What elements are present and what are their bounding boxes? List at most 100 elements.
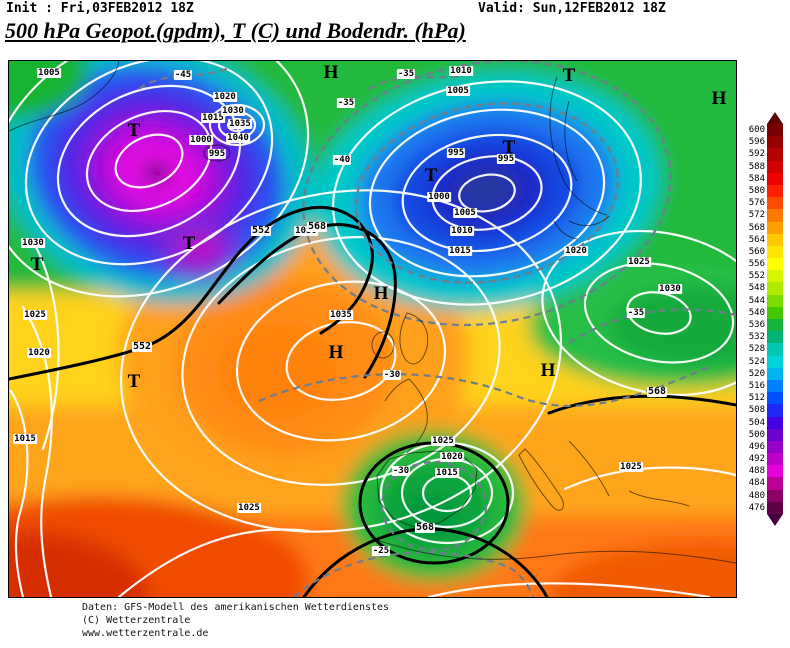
colorbar-entry: 536 (736, 319, 788, 332)
footer-copyright: (C) Wetterzentrale (82, 615, 191, 626)
map-label-layer: 1005 1020 1015 1000 995 1030 1035 1040 1030 1025 1… (9, 61, 736, 597)
colorbar-entry: 480 (736, 489, 788, 502)
colorbar-entry: 532 (736, 331, 788, 344)
colorbar-scale: 600 596 592 588 584 580 576 572 568 564 560 556 552 5… (736, 124, 788, 514)
pressure-label: 1000 (427, 192, 451, 202)
pressure-label: 1025 (237, 503, 261, 513)
center-letter: T (502, 137, 516, 158)
pressure-label: 1015 (435, 468, 459, 478)
center-letter: T (182, 233, 196, 254)
pressure-label: 1025 (619, 462, 643, 472)
pressure-label: 1020 (564, 246, 588, 256)
pressure-label: 1030 (21, 238, 45, 248)
center-letter: H (540, 360, 556, 381)
coastlines (9, 61, 736, 564)
height-label: 568 (306, 221, 328, 232)
pressure-label: 1015 (448, 246, 472, 256)
pressure-label: 1035 (228, 119, 252, 129)
init-time-label: Init : Fri,03FEB2012 18Z (6, 1, 194, 16)
colorbar-entry: 516 (736, 379, 788, 393)
center-letter: H (323, 62, 339, 83)
temp-label: -35 (626, 308, 646, 318)
pressure-label: 1020 (213, 92, 237, 102)
height-label: 552 (131, 341, 153, 352)
weather-map: 1005 1020 1015 1000 995 1030 1035 1040 1030 1025 1… (8, 60, 737, 598)
pressure-label: 995 (207, 149, 227, 159)
weather-map-figure (9, 61, 736, 597)
pressure-label: 1020 (440, 452, 464, 462)
colorbar-entry: 500 (736, 428, 788, 441)
valid-time-label: Valid: Sun,12FEB2012 18Z (478, 1, 666, 16)
temp-label: -35 (396, 69, 416, 79)
pressure-label: 995 (446, 148, 466, 158)
geopotential-colorbar: 600 596 592 588 584 580 576 572 568 564 560 556 552 5… (736, 112, 788, 526)
page-title: 500 hPa Geopot.(gpdm), T (C) und Bodendr… (5, 18, 466, 43)
pressure-label: 1025 (627, 257, 651, 267)
center-letter: T (127, 120, 141, 141)
temp-label: -30 (382, 370, 402, 380)
height-label: 552 (250, 225, 272, 236)
center-letter: T (562, 65, 576, 86)
colorbar-entry: 528 (736, 343, 788, 356)
colorbar-entry: 556 (736, 258, 788, 271)
pressure-label: 995 (496, 154, 516, 164)
center-letter: H (373, 283, 389, 304)
colorbar-entry: 484 (736, 477, 788, 490)
colorbar-entry: 524 (736, 355, 788, 368)
temp-label: -40 (332, 155, 352, 165)
header: Init : Fri,03FEB2012 18Z Valid: Sun,12FE… (0, 0, 790, 58)
colorbar-entry: 476 (736, 501, 788, 514)
pressure-label: 1005 (446, 86, 470, 96)
colorbar-entry: 564 (736, 233, 788, 246)
colorbar-entry: 576 (736, 197, 788, 210)
pressure-label: 1030 (294, 226, 318, 236)
pressure-label: 1010 (449, 66, 473, 76)
footer-website: www.wetterzentrale.de (82, 628, 209, 639)
pressure-label: 1005 (453, 208, 477, 218)
colorbar-arrow-top (767, 112, 783, 124)
temp-label: -35 (336, 98, 356, 108)
colorbar-entry: 540 (736, 306, 788, 319)
height-label: 568 (646, 386, 668, 397)
pressure-label: 1015 (201, 113, 225, 123)
center-letter: T (30, 254, 44, 275)
colorbar-entry: 504 (736, 416, 788, 429)
colorbar-entry: 580 (736, 184, 788, 198)
colorbar-entry: 584 (736, 172, 788, 185)
center-letter: H (711, 88, 727, 109)
colorbar-entry: 560 (736, 245, 788, 259)
colorbar-arrow-bottom (767, 514, 783, 526)
surface-pressure-isobars (9, 61, 736, 597)
colorbar-entry: 544 (736, 294, 788, 307)
pressure-label: 1005 (37, 68, 61, 78)
colorbar-entry: 592 (736, 148, 788, 161)
center-letter: T (424, 165, 438, 186)
colorbar-entry: 588 (736, 160, 788, 173)
center-letter: T (127, 371, 141, 392)
colorbar-entry: 572 (736, 209, 788, 222)
colorbar-entry: 568 (736, 221, 788, 234)
colorbar-entry: 492 (736, 453, 788, 466)
colorbar-entry: 600 (736, 124, 788, 137)
center-letter: H (328, 342, 344, 363)
colorbar-entry: 552 (736, 270, 788, 283)
pressure-label: 1025 (431, 436, 455, 446)
footer-data-source: Daten: GFS-Modell des amerikanischen Wet… (82, 602, 390, 613)
temp-label: -25 (371, 546, 391, 556)
pressure-label: 1025 (23, 310, 47, 320)
pressure-label: 1035 (329, 310, 353, 320)
pressure-label: 1030 (658, 284, 682, 294)
temp-label: -45 (173, 70, 193, 80)
pressure-label: 1010 (450, 226, 474, 236)
temp-label: -30 (391, 466, 411, 476)
footer: Daten: GFS-Modell des amerikanischen Wet… (82, 601, 389, 640)
colorbar-entry: 512 (736, 392, 788, 405)
colorbar-entry: 488 (736, 465, 788, 478)
pressure-label: 1040 (226, 133, 250, 143)
temperature-contours (138, 61, 736, 597)
pressure-label: 1030 (221, 106, 245, 116)
height-color-field (9, 61, 736, 597)
colorbar-entry: 520 (736, 367, 788, 380)
colorbar-entry: 508 (736, 404, 788, 417)
pressure-label: 1000 (189, 135, 213, 145)
